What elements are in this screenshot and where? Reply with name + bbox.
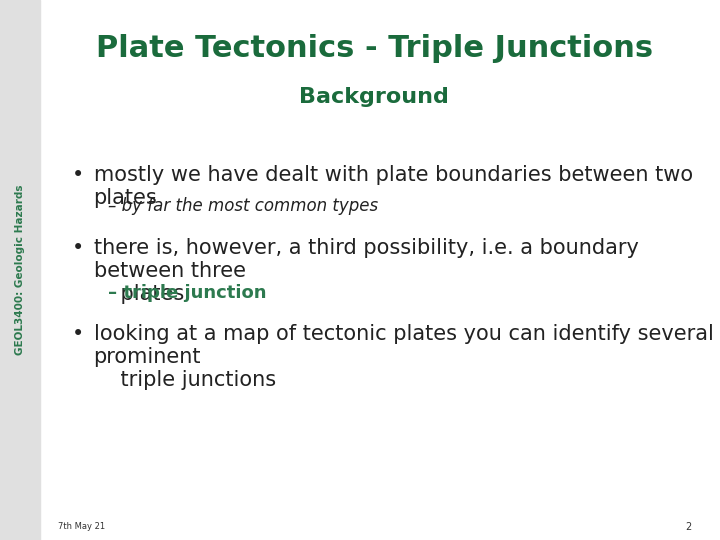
Text: •: • [72,238,84,258]
Text: – by far the most common types: – by far the most common types [108,197,378,215]
Text: GEOL3400: Geologic Hazards: GEOL3400: Geologic Hazards [15,185,25,355]
Text: 2: 2 [685,522,691,531]
Text: Background: Background [300,87,449,107]
Text: – triple junction: – triple junction [108,284,266,301]
Text: looking at a map of tectonic plates you can identify several prominent
    tripl: looking at a map of tectonic plates you … [94,324,714,390]
Text: Plate Tectonics - Triple Junctions: Plate Tectonics - Triple Junctions [96,34,653,63]
Text: mostly we have dealt with plate boundaries between two plates: mostly we have dealt with plate boundari… [94,165,693,208]
Text: 7th May 21: 7th May 21 [58,522,104,531]
Text: •: • [72,165,84,185]
Text: •: • [72,324,84,344]
Text: there is, however, a third possibility, i.e. a boundary between three
    plates: there is, however, a third possibility, … [94,238,639,304]
